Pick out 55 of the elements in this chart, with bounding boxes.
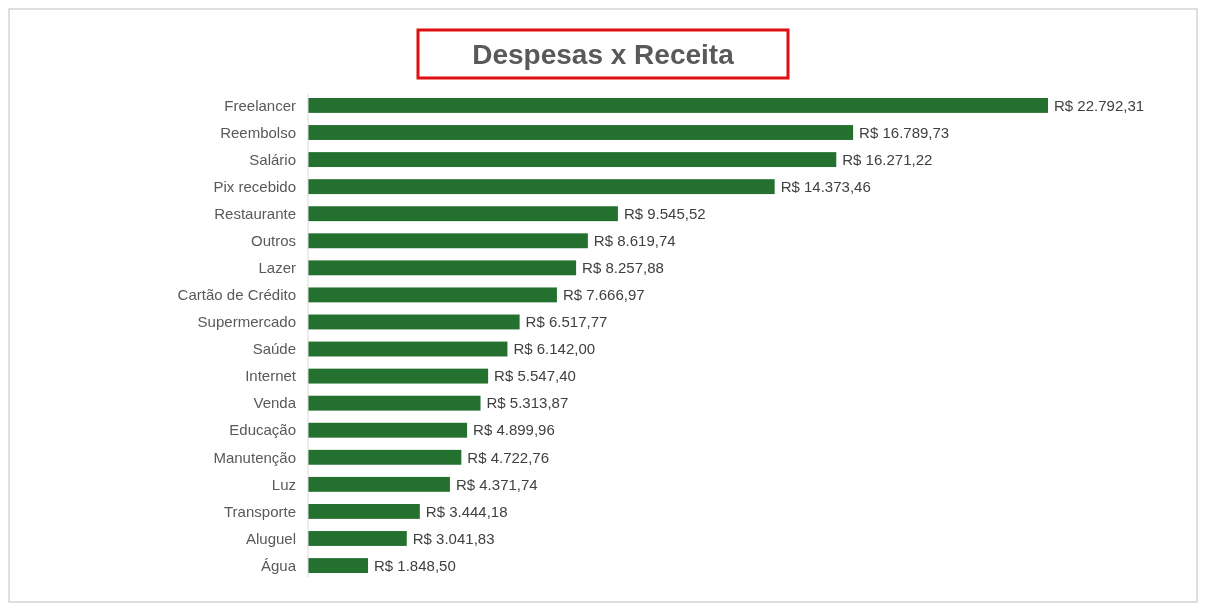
y-tick-label: Outros — [250, 232, 296, 250]
data-label: R$ 16.271,22 — [842, 150, 933, 168]
bar — [308, 422, 468, 438]
data-label: R$ 8.257,88 — [582, 259, 664, 277]
y-tick-label: Salário — [249, 150, 296, 168]
data-label: R$ 4.899,96 — [473, 421, 555, 439]
bar — [308, 206, 618, 222]
bar — [308, 368, 489, 384]
bar — [308, 233, 588, 249]
bar — [308, 98, 1048, 113]
y-tick-label: Reembolso — [220, 123, 296, 141]
bar — [308, 341, 508, 357]
data-label: R$ 4.722,76 — [467, 448, 550, 466]
bar — [308, 558, 369, 573]
data-label: R$ 5.547,40 — [494, 367, 576, 385]
bar — [308, 395, 481, 411]
data-label: R$ 22.792,31 — [1054, 96, 1145, 114]
chart-title: Despesas x Receita — [472, 39, 735, 70]
data-label: R$ 5.313,87 — [486, 394, 569, 412]
bar — [308, 449, 462, 465]
y-tick-label: Manutenção — [213, 448, 296, 466]
y-tick-label: Aluguel — [245, 529, 296, 547]
y-tick-label: Transporte — [224, 502, 296, 520]
data-label: R$ 7.666,97 — [562, 286, 645, 304]
y-tick-label: Luz — [271, 475, 296, 493]
y-tick-label: Internet — [245, 367, 297, 385]
data-label: R$ 3.041,83 — [412, 529, 495, 547]
y-tick-label: Cartão de Crédito — [177, 286, 296, 304]
y-tick-label: Lazer — [258, 259, 296, 277]
bar — [308, 260, 577, 276]
data-label: R$ 6.142,00 — [513, 340, 596, 358]
data-label: R$ 3.444,18 — [425, 502, 508, 520]
data-label: R$ 9.545,52 — [623, 204, 706, 222]
y-tick-label: Restaurante — [214, 204, 296, 222]
y-tick-label: Água — [260, 556, 297, 574]
bar — [308, 476, 450, 492]
data-label: R$ 16.789,73 — [859, 123, 950, 141]
y-tick-label: Supermercado — [197, 313, 296, 331]
bar — [308, 531, 407, 546]
data-label: R$ 4.371,74 — [455, 475, 538, 493]
data-label: R$ 14.373,46 — [780, 177, 871, 195]
bar — [308, 287, 557, 303]
bar — [308, 179, 775, 195]
y-tick-label: Saúde — [252, 340, 296, 358]
bar — [308, 314, 520, 330]
data-label: R$ 6.517,77 — [525, 313, 608, 331]
y-tick-label: Educação — [229, 421, 296, 439]
bar — [308, 125, 854, 140]
y-tick-label: Venda — [253, 394, 297, 412]
data-label: R$ 1.848,50 — [374, 556, 456, 574]
bar — [308, 152, 837, 168]
data-label: R$ 8.619,74 — [593, 232, 676, 250]
y-tick-label: Freelancer — [224, 96, 296, 114]
bar — [308, 503, 420, 519]
y-tick-label: Pix recebido — [213, 177, 296, 195]
